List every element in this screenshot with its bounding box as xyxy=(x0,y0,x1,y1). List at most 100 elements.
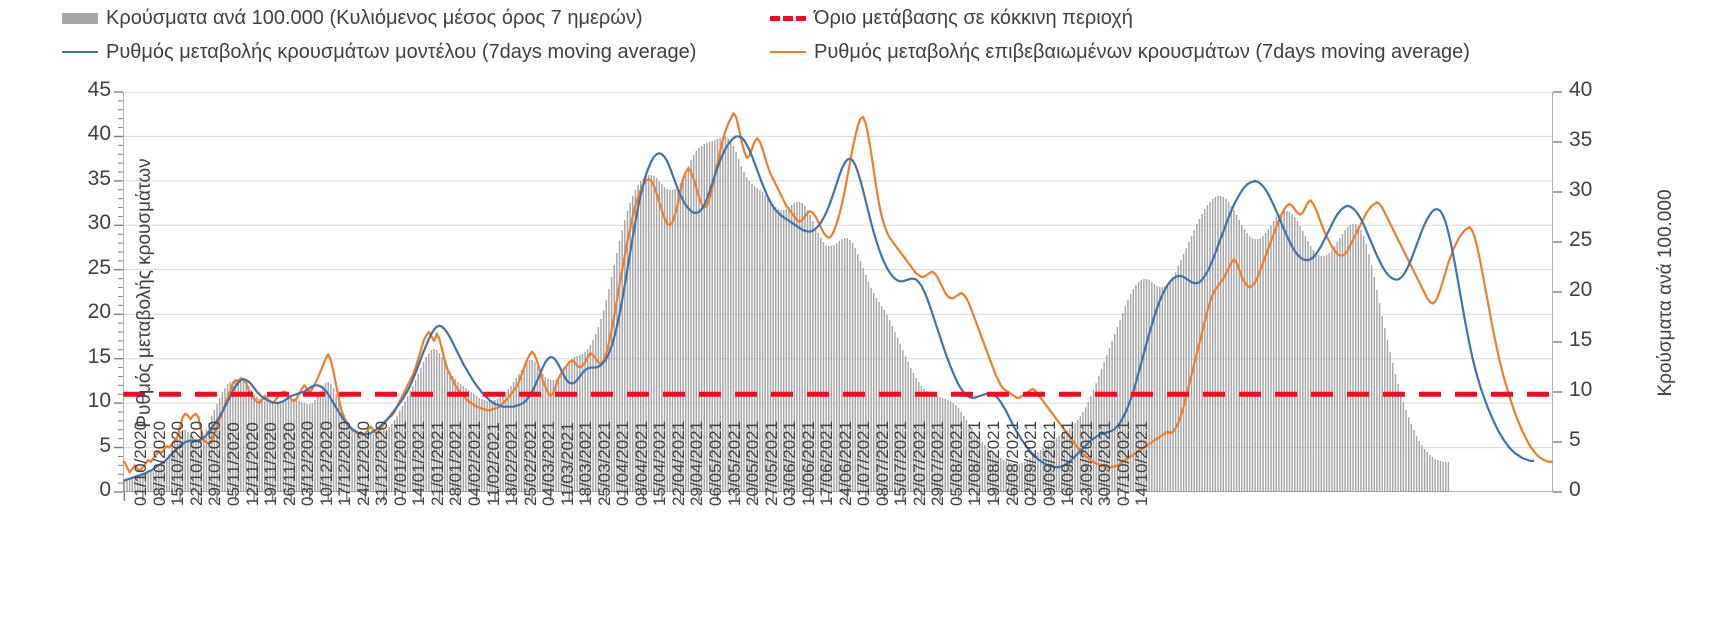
x-axis-tick-label: 29/04/2021 xyxy=(687,420,707,506)
bar xyxy=(393,420,396,492)
bar xyxy=(944,399,946,492)
bar xyxy=(478,398,480,492)
bar xyxy=(597,327,600,492)
bar xyxy=(1222,197,1225,492)
bar xyxy=(1407,417,1410,492)
bar xyxy=(271,404,274,492)
bar xyxy=(147,473,149,492)
bar xyxy=(600,319,602,492)
bar xyxy=(1381,316,1383,492)
bar xyxy=(565,366,568,492)
y-axis-left-tick-label: 20 xyxy=(87,300,111,324)
bar xyxy=(1190,236,1193,492)
legend-item-bars[interactable]: Κρούσματα ανά 100.000 (Κυλιόμενος μέσος … xyxy=(62,8,643,28)
bar xyxy=(155,470,157,492)
legend-item-model[interactable]: Ρυθμός μεταβολής κρουσμάτων μοντέλου (7d… xyxy=(62,42,696,62)
bar xyxy=(976,436,978,492)
plot-svg xyxy=(123,92,1553,492)
bar xyxy=(401,406,404,492)
bar xyxy=(1423,449,1426,492)
x-axis-tick-label: 23/09/2021 xyxy=(1076,420,1096,506)
x-axis-tick-label: 19/08/2021 xyxy=(984,420,1004,506)
x-axis-tick-label: 06/05/2021 xyxy=(705,420,725,506)
bar xyxy=(414,380,417,492)
legend-item-threshold[interactable]: Όριο μετάβασης σε κόκκινη περιοχή xyxy=(770,8,1133,28)
bar xyxy=(594,334,597,492)
bar xyxy=(732,146,735,492)
bar xyxy=(1294,217,1296,492)
bar xyxy=(785,209,788,492)
bar xyxy=(679,183,682,492)
bar xyxy=(1177,266,1180,492)
x-axis-tick-label: 02/09/2021 xyxy=(1021,420,1041,506)
bar xyxy=(446,367,449,492)
y-axis-right-tick-label: 35 xyxy=(1569,128,1593,151)
bar xyxy=(798,202,801,492)
bar xyxy=(1010,463,1013,492)
bar xyxy=(195,442,197,492)
bar xyxy=(1092,390,1095,492)
bar xyxy=(523,366,525,492)
x-axis-tick-label: 27/05/2021 xyxy=(761,420,781,506)
bar xyxy=(854,248,856,492)
bar xyxy=(1405,410,1407,492)
bar xyxy=(1127,300,1129,492)
x-axis-tick-label: 07/01/2021 xyxy=(390,420,410,506)
bar xyxy=(187,432,189,492)
bar xyxy=(851,243,854,492)
bar xyxy=(984,445,986,492)
bar xyxy=(843,238,846,492)
bar xyxy=(1267,229,1270,492)
bar xyxy=(947,400,949,492)
bar xyxy=(1262,236,1264,492)
bar xyxy=(1328,253,1330,492)
bar xyxy=(748,181,751,492)
bar xyxy=(1137,282,1140,492)
bar xyxy=(311,403,314,492)
bar xyxy=(825,245,827,492)
bar xyxy=(883,310,886,492)
bar xyxy=(1121,313,1124,492)
bar xyxy=(992,452,994,492)
bar xyxy=(269,403,271,492)
bar xyxy=(1013,464,1015,492)
bar xyxy=(677,187,679,492)
bar xyxy=(1156,286,1158,492)
bar xyxy=(880,306,883,492)
bar xyxy=(1164,286,1166,492)
bar xyxy=(812,221,814,492)
bar xyxy=(489,401,491,492)
bar xyxy=(666,189,668,492)
bar xyxy=(457,382,459,492)
bar xyxy=(865,275,867,492)
bar xyxy=(658,181,660,492)
bar xyxy=(1257,239,1259,492)
bar xyxy=(1376,290,1378,492)
bar xyxy=(1365,244,1368,492)
x-axis-tick-label: 08/10/2020 xyxy=(149,420,169,506)
bar xyxy=(250,390,253,492)
bar xyxy=(1201,214,1203,492)
bar xyxy=(626,211,629,492)
bar xyxy=(459,384,462,492)
bar xyxy=(279,403,282,492)
bar xyxy=(428,353,430,492)
bar xyxy=(369,435,372,492)
bar xyxy=(412,386,414,492)
bar xyxy=(790,205,793,492)
bar xyxy=(171,448,173,492)
bar xyxy=(653,176,655,492)
bar xyxy=(1108,348,1111,492)
bar xyxy=(1278,214,1280,492)
chart-container: Ρυθμός μεταβολής κρουσμάτων Κρούσματα αν… xyxy=(0,72,1712,641)
right-axis-ticks xyxy=(1553,91,1562,493)
x-axis-tick-label: 29/10/2020 xyxy=(205,420,225,506)
bar xyxy=(298,401,300,492)
bar xyxy=(949,401,952,492)
bar xyxy=(722,137,724,492)
bar xyxy=(441,357,443,492)
bar xyxy=(179,432,181,492)
legend-item-confirmed[interactable]: Ρυθμός μεταβολής επιβεβαιωμένων κρουσμάτ… xyxy=(770,42,1470,62)
bar xyxy=(920,386,923,492)
y-axis-right-tick-label: 40 xyxy=(1569,78,1593,101)
